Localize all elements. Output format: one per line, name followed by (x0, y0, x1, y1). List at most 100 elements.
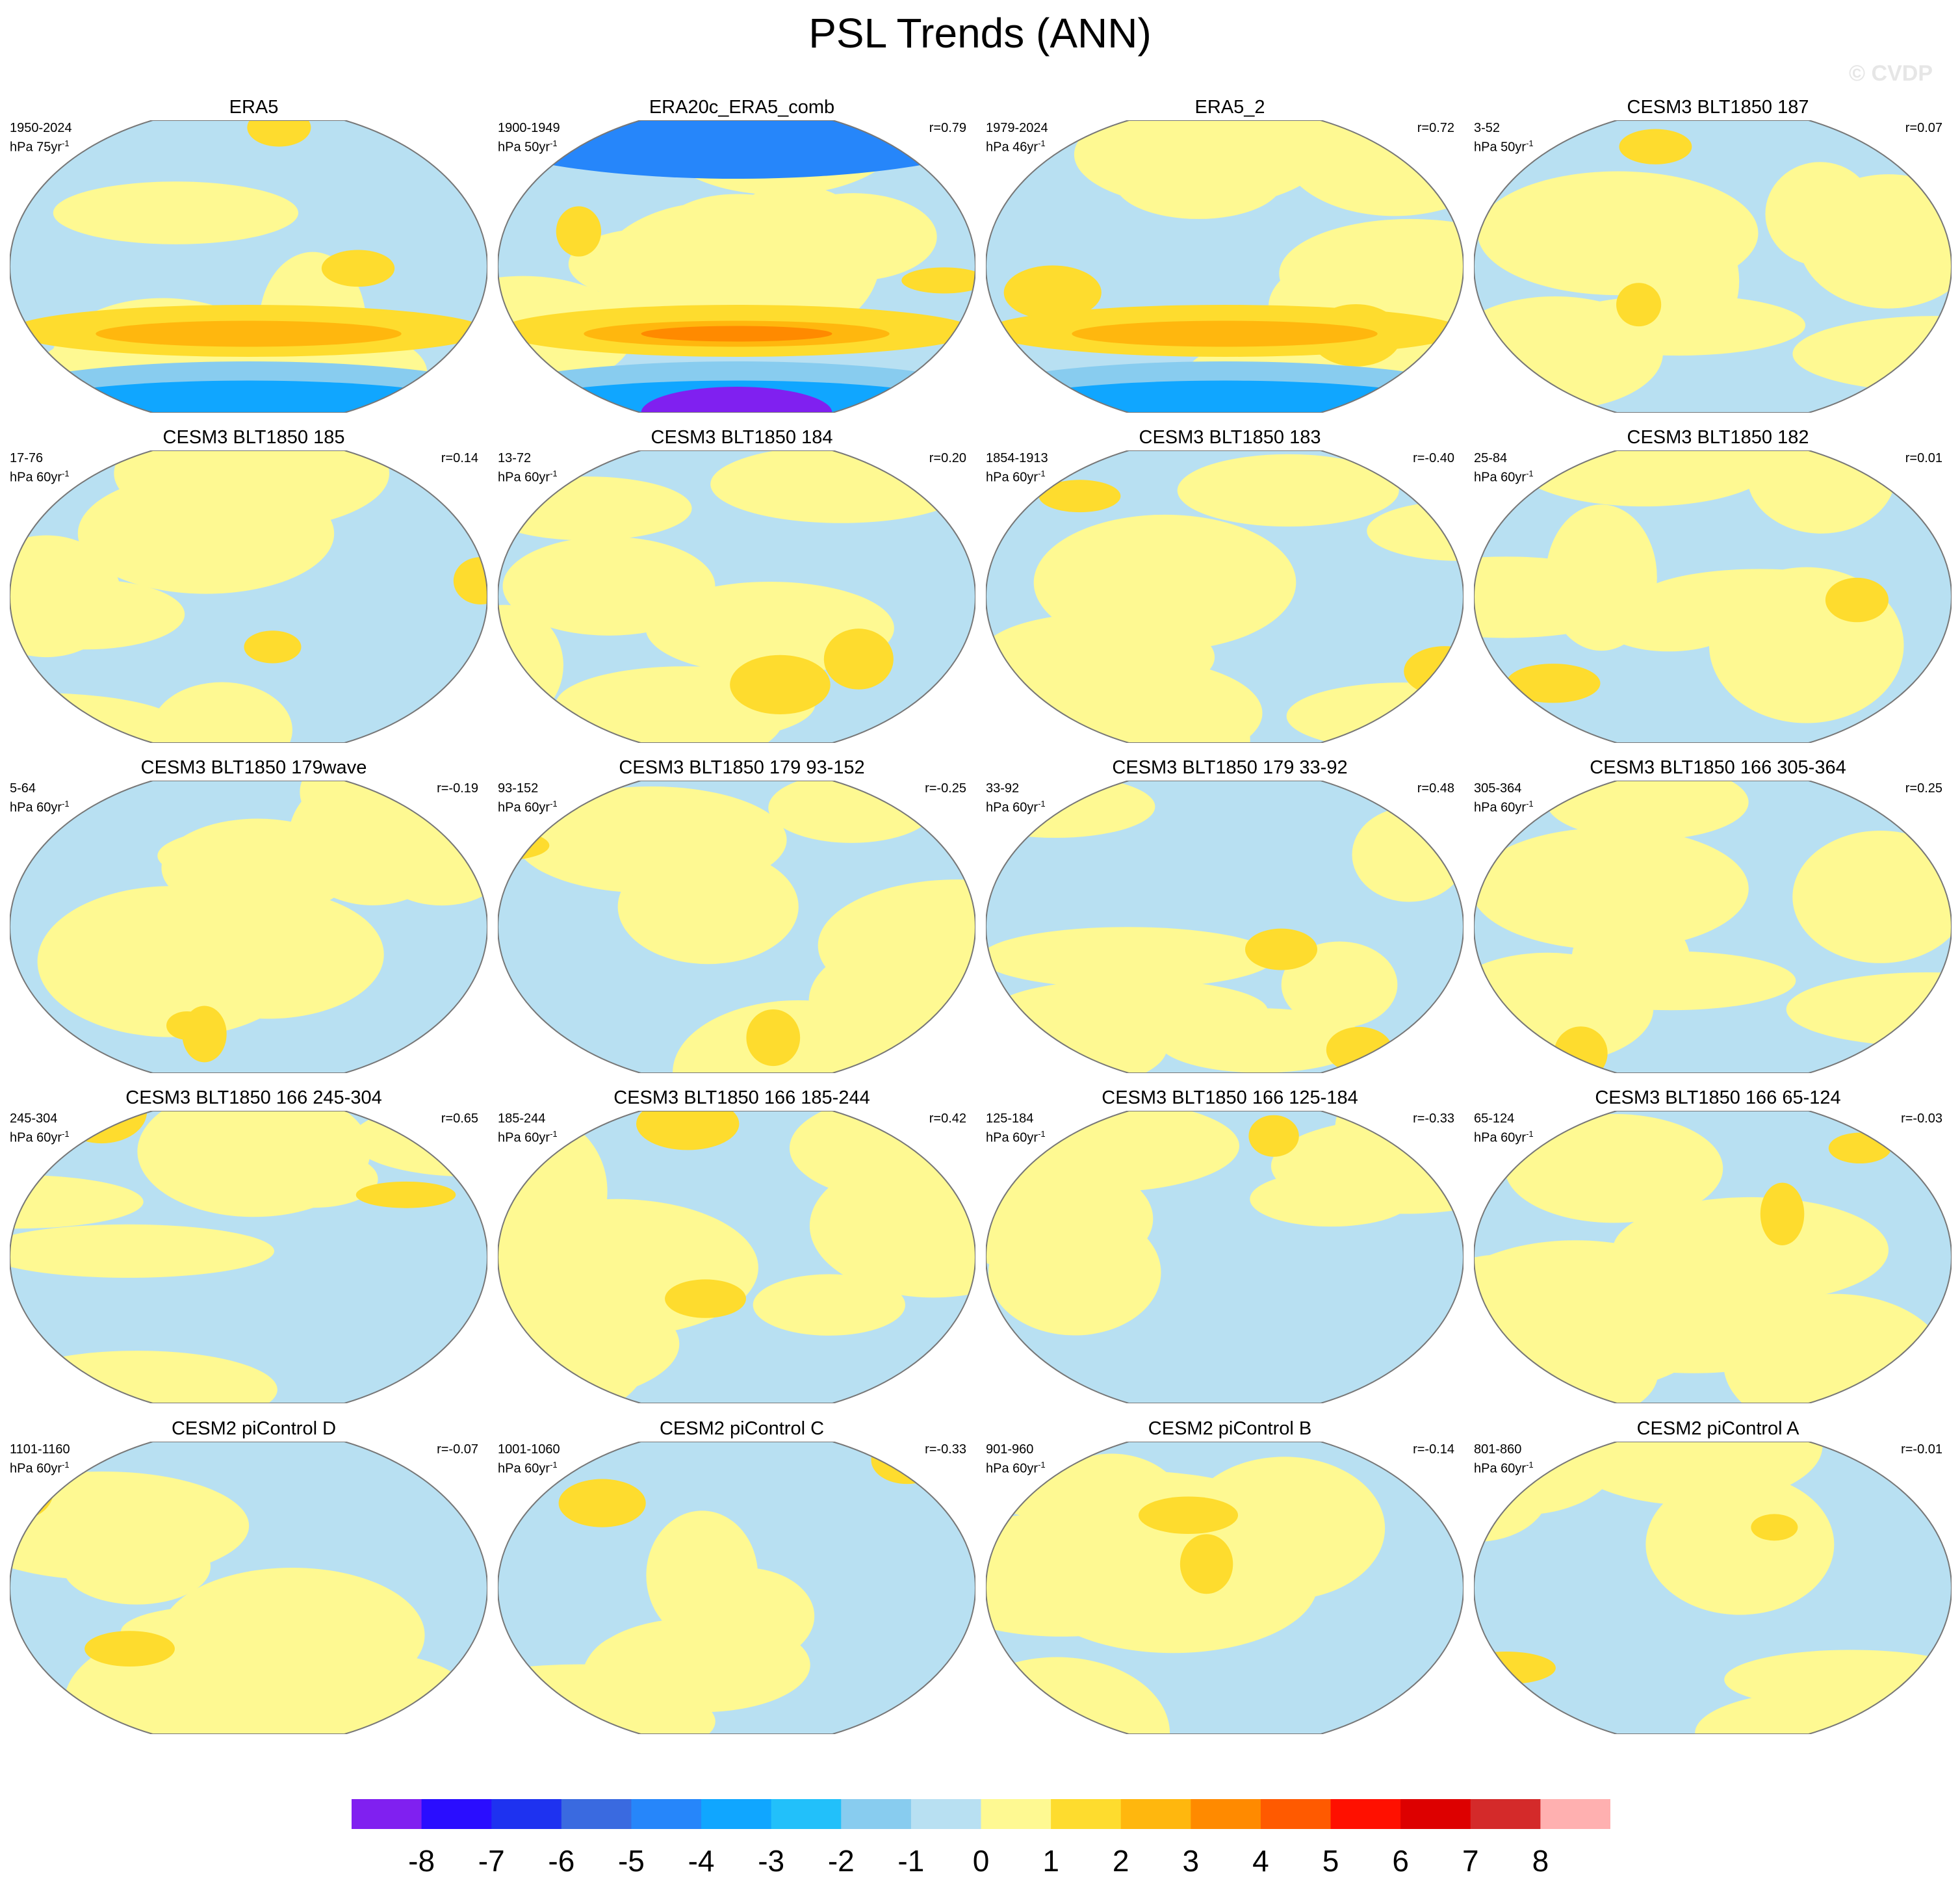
trend-contour (1825, 577, 1889, 623)
trend-contour (53, 181, 299, 244)
map-outline (10, 450, 487, 743)
trend-contour (1512, 450, 1777, 507)
trend-contour (1281, 941, 1398, 1028)
map-outline (986, 781, 1464, 1073)
colorbar-box (491, 1799, 562, 1829)
units-label: hPa 60yr-1 (986, 466, 1046, 486)
trend-contour (152, 890, 384, 1019)
map-outline (986, 120, 1464, 413)
map-outline (10, 781, 487, 1073)
trend-contour (1244, 928, 1318, 970)
trend-map (986, 1111, 1464, 1403)
trend-contour (10, 579, 185, 650)
colorbar-tick-label: 8 (1532, 1844, 1549, 1878)
trend-contour (809, 1154, 975, 1298)
pattern-correlation: r=-0.25 (925, 781, 966, 796)
pattern-correlation: r=0.20 (929, 451, 966, 465)
main-title: PSL Trends (ANN) (808, 10, 1152, 57)
trend-contour (182, 1005, 227, 1063)
pattern-correlation: r=0.72 (1417, 121, 1454, 135)
colorbar-box (1400, 1799, 1471, 1829)
colorbar-tick-label: -1 (897, 1844, 925, 1878)
panel-title: CESM3 BLT1850 179 93-152 (619, 757, 865, 778)
units-label: hPa 60yr-1 (10, 466, 70, 486)
trend-contour (498, 120, 975, 179)
colorbar-box (1330, 1799, 1401, 1829)
units-text: hPa 60yr (10, 1461, 62, 1476)
map-panel: CESM2 piControl B 901-960 hPa 60yr-1 r=-… (986, 1418, 1474, 1767)
trend-contour (986, 927, 1275, 989)
pattern-correlation: r=0.65 (441, 1111, 478, 1126)
units-exponent: -1 (1526, 1460, 1534, 1470)
units-exponent: -1 (1526, 138, 1534, 148)
trend-contour (753, 1274, 905, 1336)
trend-contour (1751, 1514, 1798, 1541)
period-label: 1101-1160 (10, 1442, 70, 1457)
colorbar-box (981, 1799, 1051, 1829)
colorbar-tick-label: 2 (1112, 1844, 1129, 1878)
colorbar-tick-label: 0 (972, 1844, 990, 1878)
trend-contour (986, 380, 1464, 413)
panel-title: CESM3 BLT1850 183 (1139, 427, 1321, 448)
panel-title: CESM2 piControl B (1148, 1418, 1312, 1439)
units-exponent: -1 (62, 1129, 70, 1139)
panel-title: CESM2 piControl C (659, 1418, 825, 1439)
panel-title: ERA5 (229, 97, 279, 118)
units-text: hPa 60yr (10, 470, 62, 485)
trend-contour (1180, 1534, 1233, 1594)
units-exponent: -1 (1526, 469, 1534, 478)
period-label: 125-184 (986, 1111, 1034, 1126)
colorbar-tick-label: 7 (1462, 1844, 1479, 1878)
units-text: hPa 60yr (10, 800, 62, 815)
units-label: hPa 60yr-1 (498, 466, 558, 486)
map-outline (498, 120, 975, 413)
trend-contour (641, 387, 832, 413)
units-label: hPa 60yr-1 (986, 796, 1046, 816)
colorbar-tick-label: 5 (1322, 1844, 1339, 1878)
units-label: hPa 75yr-1 (10, 136, 70, 155)
panel-title: CESM3 BLT1850 166 65-124 (1595, 1087, 1841, 1108)
trend-contour (636, 1111, 740, 1150)
units-text: hPa 60yr (986, 1461, 1038, 1476)
period-label: 1900-1949 (498, 121, 560, 135)
map-panel: CESM3 BLT1850 179 93-152 93-152 hPa 60yr… (498, 757, 986, 1106)
colorbar-tick-label: -2 (827, 1844, 855, 1878)
units-exponent: -1 (62, 138, 70, 148)
trend-contour (1792, 830, 1952, 963)
map-outline (1474, 450, 1952, 743)
map-outline (1474, 1442, 1952, 1734)
colorbar-box (1260, 1799, 1332, 1829)
units-label: hPa 60yr-1 (986, 1457, 1046, 1477)
units-label: hPa 60yr-1 (1474, 1457, 1534, 1477)
map-outline (986, 1111, 1464, 1403)
trend-contour (665, 1279, 746, 1318)
trend-contour (988, 1210, 1161, 1336)
units-text: hPa 60yr (1474, 1130, 1527, 1145)
trend-contour (1545, 504, 1657, 651)
map-outline (498, 1111, 975, 1403)
units-text: hPa 46yr (986, 140, 1038, 155)
map-panel: CESM3 BLT1850 183 1854-1913 hPa 60yr-1 r… (986, 427, 1474, 775)
colorbar-box (352, 1799, 422, 1829)
map-panel: CESM3 BLT1850 182 25-84 hPa 60yr-1 r=0.0… (1474, 427, 1960, 775)
map-panel: CESM3 BLT1850 185 17-76 hPa 60yr-1 r=0.1… (10, 427, 498, 775)
pattern-correlation: r=0.07 (1905, 121, 1942, 135)
trend-contour (157, 824, 420, 889)
map-outline (10, 120, 487, 413)
pattern-correlation: r=-0.19 (437, 781, 478, 796)
map-outline (1474, 781, 1952, 1073)
map-panel: CESM3 BLT1850 166 245-304 245-304 hPa 60… (10, 1087, 498, 1436)
trend-contour (556, 206, 602, 257)
trend-contour (1248, 1115, 1299, 1157)
trend-contour (250, 1150, 378, 1208)
panel-title: ERA5_2 (1194, 97, 1265, 118)
map-outline (10, 1442, 487, 1734)
trend-map (498, 1442, 975, 1734)
trend-map (498, 450, 975, 743)
trend-map (10, 1111, 487, 1403)
panel-title: CESM2 piControl D (171, 1418, 337, 1439)
units-text: hPa 60yr (1474, 1461, 1527, 1476)
units-exponent: -1 (550, 1129, 558, 1139)
trend-contour (1326, 1026, 1393, 1073)
trend-contour (617, 849, 799, 965)
